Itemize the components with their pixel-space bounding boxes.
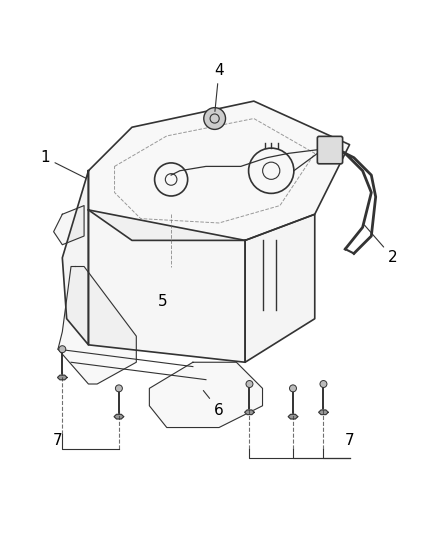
Polygon shape	[57, 375, 67, 379]
Polygon shape	[62, 171, 88, 345]
Polygon shape	[88, 210, 245, 362]
Circle shape	[116, 385, 122, 392]
Polygon shape	[245, 214, 315, 362]
Text: 5: 5	[158, 294, 167, 309]
Text: 7: 7	[53, 433, 63, 448]
Polygon shape	[114, 414, 124, 419]
Polygon shape	[58, 266, 136, 384]
Text: 4: 4	[214, 63, 224, 111]
FancyBboxPatch shape	[318, 136, 343, 164]
Circle shape	[204, 108, 226, 130]
Polygon shape	[53, 206, 84, 245]
Circle shape	[290, 385, 297, 392]
Polygon shape	[288, 414, 298, 419]
Text: 7: 7	[345, 433, 354, 448]
Polygon shape	[149, 362, 262, 427]
Polygon shape	[245, 410, 254, 415]
Text: 2: 2	[364, 225, 398, 265]
Circle shape	[246, 381, 253, 387]
Text: 6: 6	[203, 391, 224, 418]
Circle shape	[320, 381, 327, 387]
Text: 1: 1	[40, 150, 86, 178]
Polygon shape	[88, 101, 350, 240]
Circle shape	[59, 346, 66, 353]
Polygon shape	[319, 410, 328, 415]
